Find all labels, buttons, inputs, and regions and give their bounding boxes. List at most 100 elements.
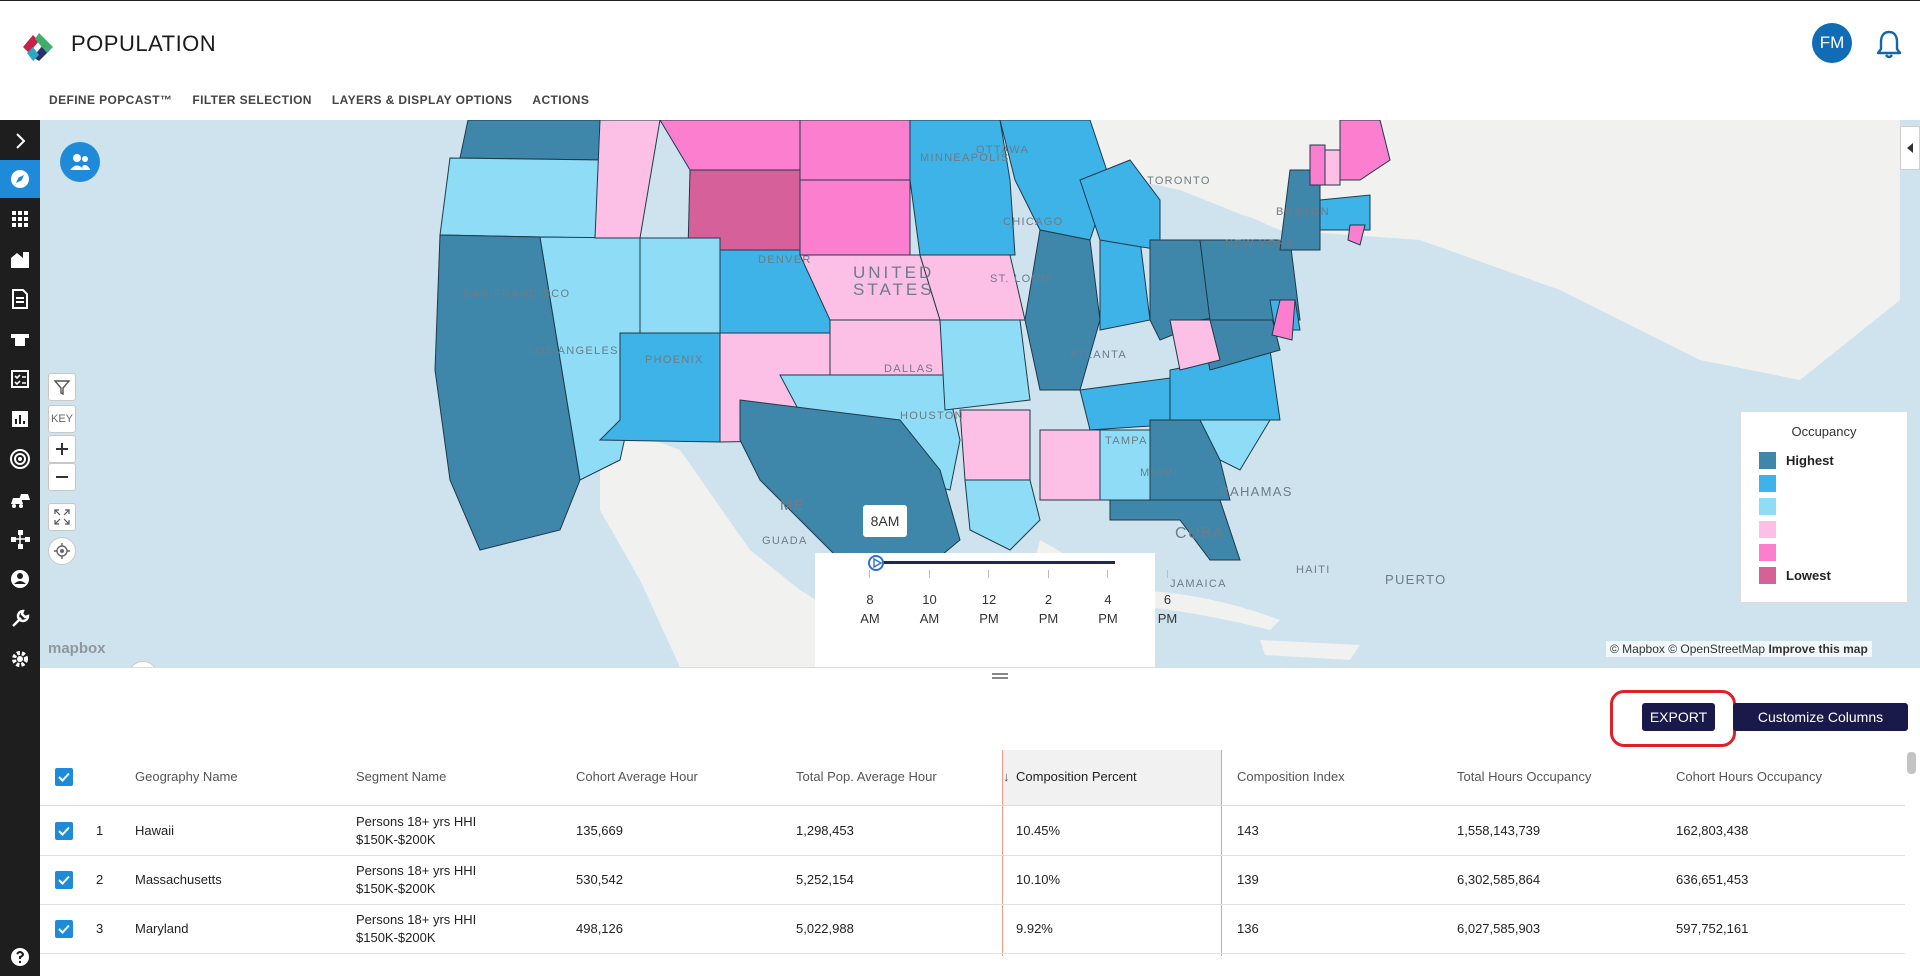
cell-composition-index: 143 <box>1237 823 1259 838</box>
cell-cohort-average-hour: 530,542 <box>576 872 623 887</box>
time-tick-label[interactable]: 8 AM <box>850 570 890 628</box>
locate-button[interactable] <box>48 537 76 565</box>
sidebar-item-reports[interactable] <box>0 280 40 318</box>
col-composition-percent[interactable]: Composition Percent <box>1016 769 1137 784</box>
map-label: ST. LOUIS <box>990 273 1054 285</box>
map-view[interactable]: OTTAWA TORONTO MINNEAPOLIS CHICAGO BOSTO… <box>40 120 1920 667</box>
app-header: POPULATION FM DEFINE POPCAST™ FILTER SEL… <box>0 1 1920 107</box>
audience-button[interactable] <box>60 142 100 182</box>
row-checkbox[interactable] <box>55 871 73 889</box>
cell-cohort-hours-occupancy: 636,651,453 <box>1676 872 1749 887</box>
buildings-icon <box>11 252 29 268</box>
play-button[interactable] <box>868 555 884 571</box>
sidebar-item-explore[interactable] <box>0 160 40 198</box>
row-checkbox[interactable] <box>55 822 73 840</box>
zoom-in-button[interactable] <box>48 435 76 463</box>
sidebar-item-properties[interactable] <box>0 240 40 278</box>
col-segment-name[interactable]: Segment Name <box>356 769 447 784</box>
time-tick-number: 8 <box>866 592 874 607</box>
user-avatar[interactable]: FM <box>1812 23 1852 63</box>
legend-label: Highest <box>1786 453 1834 468</box>
time-tick-label[interactable]: 12 PM <box>969 570 1009 628</box>
time-tick-label[interactable]: 2 PM <box>1029 570 1069 628</box>
notification-bell-icon[interactable] <box>1876 29 1902 59</box>
zoom-out-button[interactable] <box>48 463 76 491</box>
top-nav: DEFINE POPCAST™ FILTER SELECTION LAYERS … <box>49 93 589 107</box>
nav-actions[interactable]: ACTIONS <box>532 93 590 107</box>
sidebar-item-account[interactable] <box>0 560 40 598</box>
nav-layers-display[interactable]: LAYERS & DISPLAY OPTIONS <box>331 93 513 107</box>
col-geography-name[interactable]: Geography Name <box>135 769 238 784</box>
funnel-icon <box>53 380 71 396</box>
sidebar-item-tools[interactable] <box>0 600 40 638</box>
col-composition-index[interactable]: Composition Index <box>1237 769 1345 784</box>
sidebar-item-network[interactable] <box>0 520 40 558</box>
sidebar-item-traffic[interactable] <box>0 480 40 518</box>
col-total-pop-average-hour[interactable]: Total Pop. Average Hour <box>796 769 937 784</box>
table-row[interactable]: 2 Massachusetts Persons 18+ yrs HHI $150K-… <box>40 856 1905 905</box>
compass-icon <box>11 170 29 188</box>
sidebar-item-checklist[interactable] <box>0 360 40 398</box>
select-all-checkbox[interactable] <box>55 768 73 786</box>
map-label: UNITED <box>853 263 935 282</box>
col-cohort-average-hour[interactable]: Cohort Average Hour <box>576 769 698 784</box>
expand-sidebar-button[interactable] <box>0 122 40 160</box>
sidebar-item-education[interactable] <box>0 320 40 358</box>
app-logo-icon[interactable] <box>19 27 57 65</box>
col-total-hours-occupancy[interactable]: Total Hours Occupancy <box>1457 769 1592 784</box>
export-button[interactable]: EXPORT <box>1642 703 1715 731</box>
right-panel-toggle[interactable] <box>1900 126 1920 170</box>
table-row[interactable]: 3 Maryland Persons 18+ yrs HHI $150K-$200K… <box>40 905 1905 954</box>
time-tick-mark <box>928 570 930 578</box>
col-cohort-hours-occupancy[interactable]: Cohort Hours Occupancy <box>1676 769 1822 784</box>
cell-geography: Maryland <box>135 921 189 936</box>
cell-composition-percent: 9.92% <box>1016 921 1053 936</box>
map-label: STATES <box>853 280 935 299</box>
cell-cohort-average-hour: 135,669 <box>576 823 623 838</box>
key-button[interactable]: KEY <box>48 405 76 433</box>
panel-splitter[interactable] <box>40 667 1920 685</box>
row-checkbox[interactable] <box>55 920 73 938</box>
nav-filter-selection[interactable]: FILTER SELECTION <box>192 93 312 107</box>
sidebar-item-help[interactable] <box>0 938 40 976</box>
cell-geography: Hawaii <box>135 823 175 838</box>
map-label: SAN FRANCISCO <box>463 288 571 300</box>
map-label: HOUSTON <box>900 410 964 422</box>
sort-desc-icon[interactable]: ↓ <box>1003 769 1010 784</box>
map-label: HAITI <box>1296 564 1331 576</box>
cell-cohort-average-hour: 498,126 <box>576 921 623 936</box>
help-icon <box>11 948 29 966</box>
attribution-mapbox[interactable]: © Mapbox <box>1610 642 1665 656</box>
drag-handle-icon[interactable] <box>992 673 1008 679</box>
map-label: BOSTON <box>1276 206 1331 218</box>
sidebar-item-apps[interactable] <box>0 200 40 238</box>
document-icon <box>12 289 28 309</box>
sidebar-item-settings[interactable] <box>0 640 40 678</box>
plus-icon <box>56 443 68 455</box>
map-label: DENVER <box>758 254 812 266</box>
time-tick-label[interactable]: 10 AM <box>910 570 950 628</box>
sidebar-item-targeting[interactable] <box>0 440 40 478</box>
map-label: GUADA <box>762 535 808 547</box>
row-number: 1 <box>96 823 104 838</box>
time-tick-label[interactable]: 6 PM <box>1148 570 1188 628</box>
sidebar-item-analytics[interactable] <box>0 400 40 438</box>
map-label: DALLAS <box>884 363 934 375</box>
fullscreen-button[interactable] <box>48 503 76 531</box>
customize-columns-button[interactable]: Customize Columns <box>1733 703 1908 731</box>
mapbox-logo[interactable]: mapbox <box>48 640 106 657</box>
checklist-icon <box>11 370 29 388</box>
time-tick-label[interactable]: 4 PM <box>1088 570 1128 628</box>
time-slider-panel <box>815 553 1155 667</box>
filter-button[interactable] <box>48 373 76 401</box>
time-slider-track[interactable] <box>875 561 1115 564</box>
checkmark-icon <box>58 924 70 934</box>
improve-map-link[interactable]: Improve this map <box>1768 642 1868 656</box>
table-scrollbar[interactable] <box>1907 752 1916 774</box>
table-row[interactable]: 1 Hawaii Persons 18+ yrs HHI $150K-$200K 13… <box>40 807 1905 856</box>
left-sidebar <box>0 120 40 976</box>
cell-composition-percent: 10.10% <box>1016 872 1061 887</box>
attribution-osm[interactable]: © OpenStreetMap <box>1668 642 1766 656</box>
legend-swatch <box>1759 544 1776 561</box>
nav-define-popcast[interactable]: DEFINE POPCAST™ <box>49 93 173 107</box>
